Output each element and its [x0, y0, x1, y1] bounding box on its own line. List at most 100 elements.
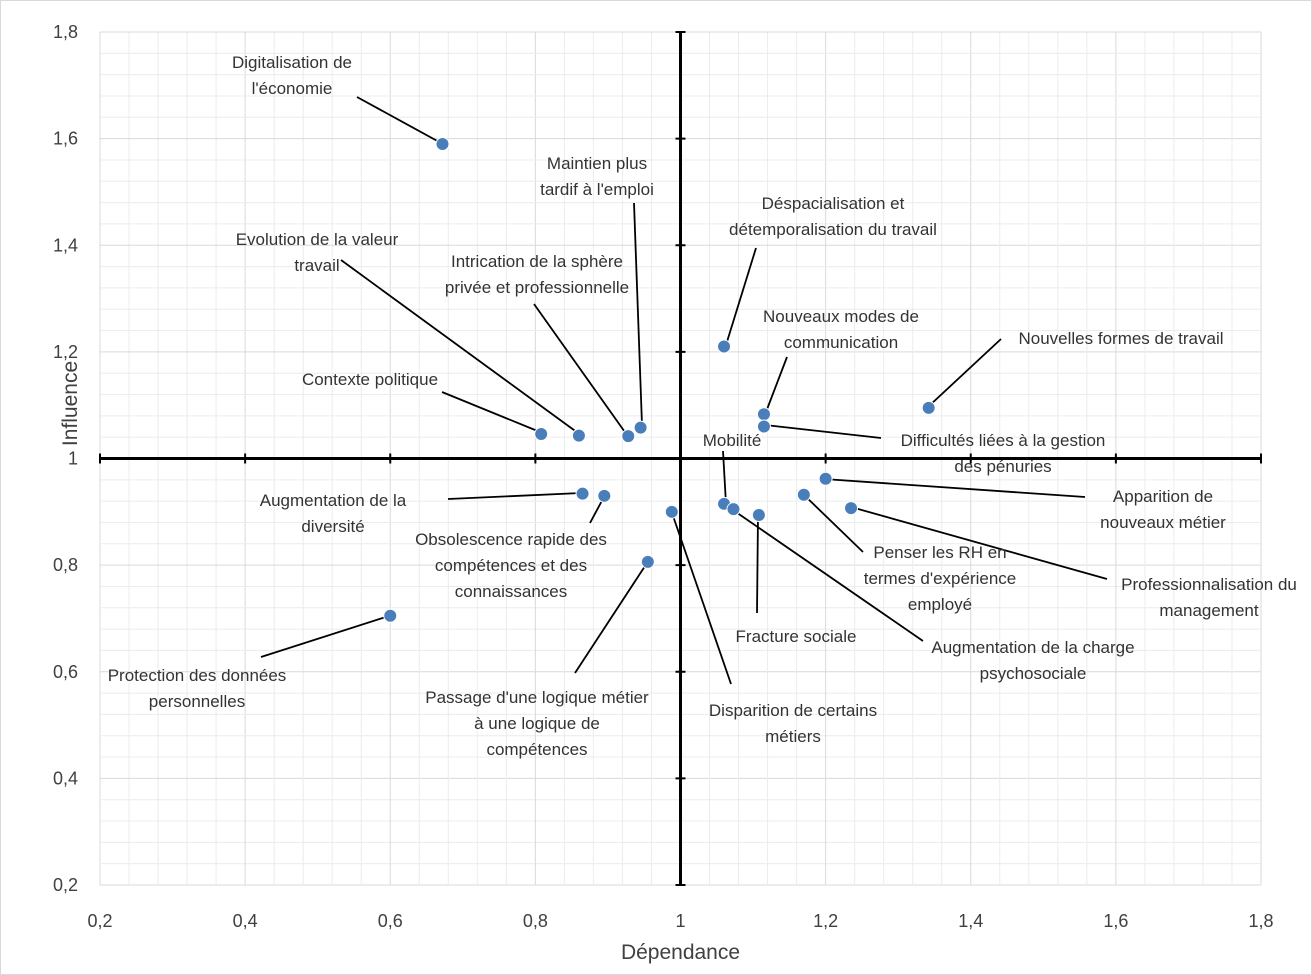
leader-line [574, 562, 648, 674]
data-point [621, 429, 636, 444]
leader-line [764, 424, 882, 439]
point-label-line: Mobilité [703, 431, 762, 450]
point-label: Intrication de la sphère privée et profes… [445, 252, 629, 297]
point-label-line: Protection des données [108, 666, 287, 685]
point-label-line: Disparition de certains [709, 701, 877, 720]
point-label-line: Professionnalisation du [1121, 575, 1297, 594]
x-tick-label: 1,4 [958, 911, 983, 931]
data-point [575, 486, 590, 501]
point-label-line: Maintien plus [547, 154, 647, 173]
x-tick-label: 0,8 [523, 911, 548, 931]
y-tick-label: 1,8 [53, 22, 78, 42]
point-label-line: psychosociale [980, 664, 1087, 683]
leader-line [756, 514, 759, 614]
point-label: Maintien plus tardif à l'emploi [540, 154, 654, 199]
data-point [717, 339, 732, 354]
leader-line [356, 96, 442, 144]
point-label-line: détemporalisation du travail [729, 220, 937, 239]
leader-line [725, 247, 757, 346]
point-label: Contexte politique [302, 370, 438, 389]
point-label-line: Difficultés liées à la gestion [901, 431, 1106, 450]
x-tick-label: 0,4 [233, 911, 258, 931]
y-tick-label: 0,8 [53, 555, 78, 575]
leader-line [928, 338, 1002, 407]
point-label: Déspacialisation et détemporalisation du … [729, 194, 937, 239]
point-label: Augmentation de la charge psychosociale [931, 638, 1134, 683]
point-label-line: métiers [765, 727, 821, 746]
leader-line [260, 614, 393, 658]
point-label: Augmentation de la diversité [260, 491, 407, 536]
data-point [796, 487, 811, 502]
leader-line [340, 259, 579, 434]
data-point [633, 420, 648, 435]
data-point [383, 608, 398, 623]
point-label-line: Penser les RH en [873, 543, 1006, 562]
leader-line [802, 493, 864, 553]
point-label-line: Intrication de la sphère [451, 252, 623, 271]
point-label-line: Digitalisation de [232, 53, 352, 72]
point-label: Nouveaux modes de communication [763, 307, 919, 352]
y-tick-label: 1,6 [53, 129, 78, 149]
point-label-line: Obsolescence rapide des [415, 530, 607, 549]
data-point [726, 502, 741, 517]
point-label-line: Passage d'une logique métier [425, 688, 649, 707]
point-label-line: Evolution de la valeur [236, 230, 399, 249]
leader-line [671, 512, 732, 685]
x-axis-title: Dépendance [621, 941, 740, 964]
leader-line [850, 506, 1108, 580]
leader-line [447, 492, 582, 500]
data-point [751, 508, 766, 523]
point-label: Mobilité [703, 431, 762, 450]
x-tick-label: 1,6 [1103, 911, 1128, 931]
data-point [640, 554, 655, 569]
point-label-line: Augmentation de la charge [931, 638, 1134, 657]
point-label: Apparition de nouveaux métier [1100, 487, 1226, 532]
point-label-line: Nouveaux modes de [763, 307, 919, 326]
data-point [597, 488, 612, 503]
leader-line [732, 509, 924, 642]
point-label-line: Nouvelles formes de travail [1018, 329, 1223, 348]
point-label: Nouvelles formes de travail [1018, 329, 1223, 348]
point-label-line: Fracture sociale [736, 627, 857, 646]
point-label-line: employé [908, 595, 972, 614]
data-point [756, 419, 771, 434]
point-label: Obsolescence rapide des compétences et de… [415, 530, 607, 601]
leader-line [441, 391, 541, 433]
point-label-line: compétences et des [435, 556, 587, 575]
data-point [534, 426, 549, 441]
point-label-line: nouveaux métier [1100, 513, 1226, 532]
y-tick-label: 0,6 [53, 662, 78, 682]
point-label-line: Apparition de [1113, 487, 1213, 506]
leader-line [633, 202, 643, 426]
point-label-line: des pénuries [954, 457, 1051, 476]
data-point [435, 136, 450, 151]
leader-line [823, 478, 1086, 498]
data-point [818, 471, 833, 486]
point-label: Digitalisation de l'économie [232, 53, 352, 98]
x-tick-label: 0,2 [87, 911, 112, 931]
point-label-line: diversité [301, 517, 364, 536]
point-label: Penser les RH en termes d'expérience emplo… [864, 543, 1017, 614]
point-label-line: à une logique de [474, 714, 600, 733]
point-label: Passage d'une logique métier à une logiqu… [425, 688, 649, 759]
point-label-line: travail [294, 256, 339, 275]
point-label-line: Déspacialisation et [762, 194, 905, 213]
point-label-line: tardif à l'emploi [540, 180, 654, 199]
x-tick-label: 1,2 [813, 911, 838, 931]
leader-line [765, 356, 788, 413]
point-label: Fracture sociale [736, 627, 857, 646]
point-label-line: privée et professionnelle [445, 278, 629, 297]
y-tick-label: 1 [68, 449, 78, 469]
x-tick-label: 1 [675, 911, 685, 931]
point-label-line: communication [784, 333, 898, 352]
x-tick-label: 0,6 [378, 911, 403, 931]
point-label-line: termes d'expérience [864, 569, 1017, 588]
point-label-line: compétences [486, 740, 587, 759]
leader-line [533, 303, 628, 436]
y-tick-label: 1,2 [53, 342, 78, 362]
y-axis-title: Influence [59, 361, 82, 446]
leader-line [722, 450, 727, 505]
point-label-line: personnelles [149, 692, 245, 711]
point-label-line: management [1159, 601, 1259, 620]
